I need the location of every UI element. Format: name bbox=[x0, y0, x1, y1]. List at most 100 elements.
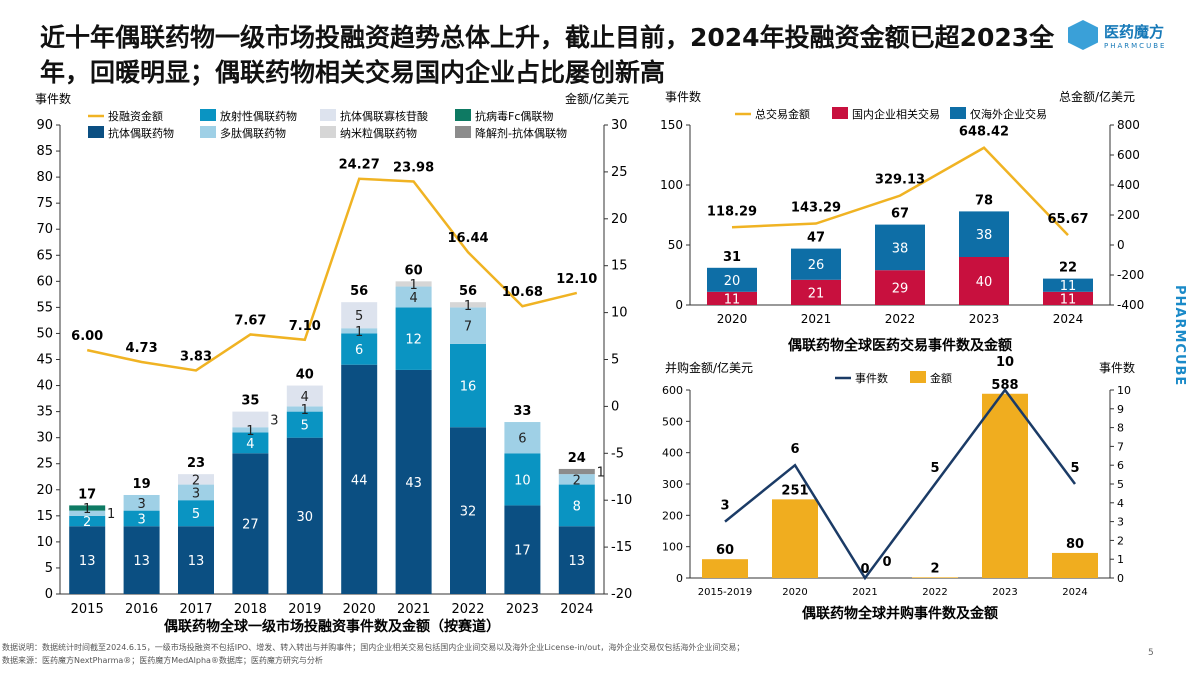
y-tick-label: 75 bbox=[36, 196, 53, 211]
x-tick-label: 2022 bbox=[451, 602, 484, 617]
y-tick-label: 25 bbox=[36, 457, 53, 472]
page-title: 近十年偶联药物一级市场投融资趋势总体上升，截止目前，2024年投融资金额已超20… bbox=[40, 23, 1055, 87]
bar-label: 2 bbox=[83, 515, 91, 530]
bar-segment bbox=[875, 270, 925, 305]
y2-tick-label: 25 bbox=[611, 165, 628, 180]
y2-tick-label: 5 bbox=[611, 353, 619, 368]
bar-segment bbox=[395, 369, 432, 594]
bar-label: 588 bbox=[991, 378, 1018, 393]
y-tick-label: 100 bbox=[662, 541, 683, 554]
footnotes: 数据说明：数据统计时间截至2024.6.15，一级市场投融资不包括IPO、增发、… bbox=[2, 641, 744, 667]
bar-segment bbox=[875, 224, 925, 271]
bar-segment bbox=[1052, 552, 1098, 578]
note-description: 数据说明：数据统计时间截至2024.6.15，一级市场投融资不包括IPO、增发、… bbox=[2, 643, 745, 652]
legend-label: 仅海外企业交易 bbox=[970, 107, 1047, 121]
bar-segment bbox=[286, 406, 323, 412]
bar-label: 80 bbox=[1066, 537, 1084, 552]
line-label: 10 bbox=[996, 355, 1014, 370]
y2-axis-title: 总金额/亿美元 bbox=[1059, 89, 1135, 104]
y-tick-label: 35 bbox=[36, 405, 53, 420]
y-tick-label: 0 bbox=[45, 587, 53, 602]
x-tick-label: 2015 bbox=[71, 602, 104, 617]
bar-label: 5 bbox=[301, 419, 309, 434]
y-tick-label: 300 bbox=[662, 478, 683, 491]
bar-segment bbox=[341, 333, 378, 365]
bar-segment bbox=[707, 267, 757, 292]
x-tick-label: 2020 bbox=[782, 587, 807, 598]
bar-label: 6 bbox=[355, 343, 363, 358]
logo: 医药魔方 PHARMCUBE bbox=[1068, 20, 1166, 50]
bar-label: 4 bbox=[301, 390, 309, 405]
bar-segment bbox=[702, 559, 748, 578]
bar-segment bbox=[450, 427, 486, 594]
y2-tick-label: 15 bbox=[611, 259, 628, 274]
bar-label: 30 bbox=[297, 510, 314, 525]
bar-segment bbox=[69, 510, 106, 516]
x-tick-label: 2024 bbox=[560, 602, 593, 617]
y2-tick-label: 10 bbox=[1117, 384, 1131, 397]
y-tick-label: 600 bbox=[662, 384, 683, 397]
x-tick-label: 2019 bbox=[288, 602, 321, 617]
x-tick-label: 2021 bbox=[801, 312, 832, 326]
y2-tick-label: 2 bbox=[1117, 534, 1124, 547]
bar-segment bbox=[791, 279, 841, 305]
y2-tick-label: 20 bbox=[611, 212, 628, 227]
legend-swatch-icon bbox=[950, 107, 966, 119]
x-tick-label: 2022 bbox=[885, 312, 916, 326]
line-label: 143.29 bbox=[791, 201, 841, 216]
y2-tick-label: 30 bbox=[611, 118, 628, 133]
x-tick-label: 2018 bbox=[234, 602, 267, 617]
line-label: 23.98 bbox=[393, 160, 434, 175]
legend-label: 放射性偶联药物 bbox=[220, 109, 297, 123]
bar-segment bbox=[504, 453, 541, 506]
y2-tick-label: 4 bbox=[1117, 497, 1124, 510]
line-series bbox=[724, 387, 1077, 581]
bar-label: 2 bbox=[930, 561, 939, 576]
bar-label: 4 bbox=[246, 437, 254, 452]
line-label: 6 bbox=[790, 442, 799, 457]
bar-label: 13 bbox=[188, 554, 205, 569]
bar-segment bbox=[450, 343, 486, 428]
bar-segment bbox=[450, 302, 486, 308]
y-tick-label: 100 bbox=[660, 178, 683, 192]
legend-swatch-icon bbox=[88, 126, 104, 138]
y-tick-label: 15 bbox=[36, 509, 53, 524]
bar-segment bbox=[69, 515, 106, 527]
y2-axis-title: 事件数 bbox=[1099, 360, 1135, 375]
legend-label: 抗体偶联药物 bbox=[108, 126, 174, 140]
bar-segment bbox=[395, 286, 432, 308]
bar-segment bbox=[232, 432, 269, 454]
bar-segment bbox=[912, 577, 958, 578]
line-label: 3.83 bbox=[180, 349, 212, 364]
y-tick-label: 50 bbox=[668, 238, 683, 252]
bar-label: 1 bbox=[409, 278, 417, 293]
bar-segment bbox=[1043, 278, 1093, 292]
y2-tick-label: -400 bbox=[1117, 298, 1144, 312]
bar-segment bbox=[178, 500, 214, 527]
chart-title: 偶联药物全球一级市场投融资事件数及金额（按赛道） bbox=[164, 618, 500, 635]
bar-total-label: 33 bbox=[513, 404, 531, 419]
bar-segment bbox=[123, 510, 160, 527]
line-label: 7.10 bbox=[289, 319, 321, 334]
bar-segment bbox=[558, 468, 595, 475]
bar-total-label: 56 bbox=[459, 284, 477, 299]
bar-total-label: 60 bbox=[405, 263, 423, 278]
x-tick-label: 2021 bbox=[852, 587, 877, 598]
bar-segment bbox=[1043, 291, 1093, 305]
legend-swatch-icon bbox=[320, 126, 336, 138]
bar-segment bbox=[123, 494, 160, 511]
y2-tick-label: -5 bbox=[611, 446, 624, 461]
y-tick-label: 65 bbox=[36, 248, 53, 263]
bar-label: 2 bbox=[192, 473, 200, 488]
y2-tick-label: 200 bbox=[1117, 208, 1140, 222]
x-tick-label: 2017 bbox=[179, 602, 212, 617]
side-brand-text: PHARMCUBE bbox=[1172, 285, 1187, 387]
bar-segment bbox=[341, 302, 378, 329]
logo-name: 医药魔方 bbox=[1104, 22, 1165, 41]
bar-label: 3 bbox=[137, 512, 145, 527]
line-label: 6.00 bbox=[71, 329, 103, 344]
legend-label: 国内企业相关交易 bbox=[852, 107, 940, 121]
bar-label: 251 bbox=[781, 483, 808, 498]
bar-label: 21 bbox=[808, 286, 825, 301]
bar-label: 0 bbox=[860, 562, 869, 577]
